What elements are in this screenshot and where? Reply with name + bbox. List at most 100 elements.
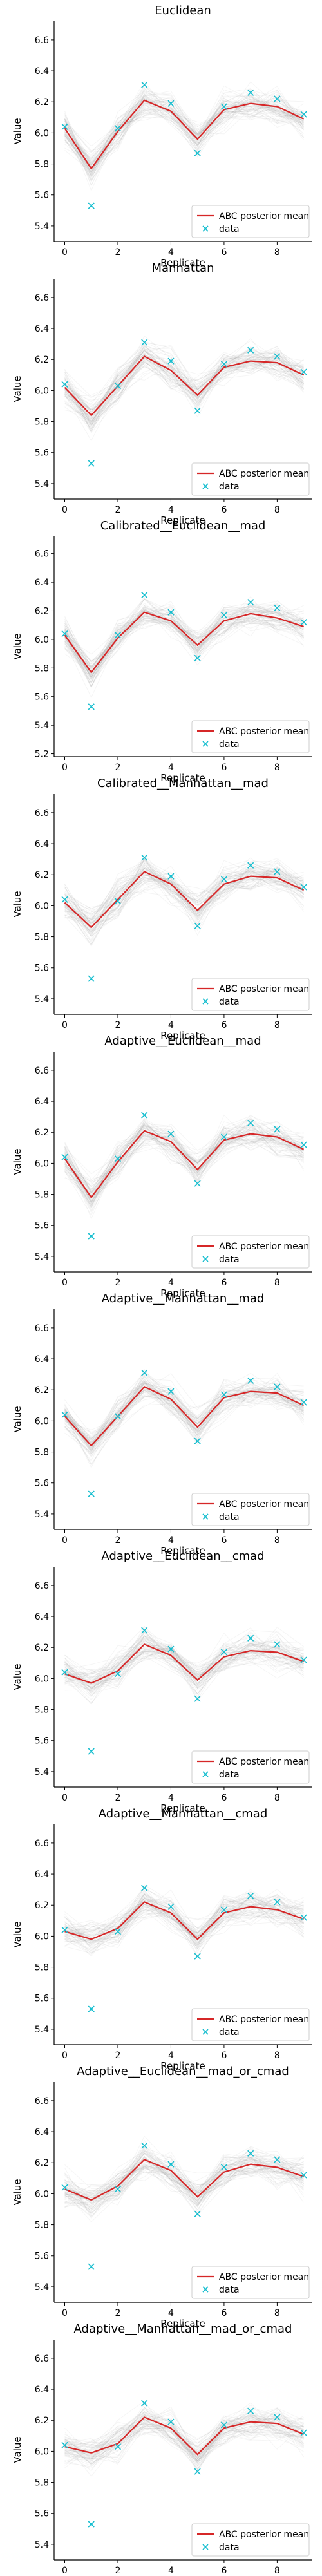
data-point xyxy=(247,862,254,869)
posterior-sample-line xyxy=(64,607,304,668)
posterior-sample-line xyxy=(64,1383,304,1455)
data-point-stroke xyxy=(88,2263,95,2270)
x-axis-label: Replicate xyxy=(160,1287,205,1299)
posterior-sample-line xyxy=(64,2417,304,2448)
y-tick-label: 6.2 xyxy=(35,2416,49,2426)
data-point-stroke xyxy=(274,95,281,102)
posterior-sample-line xyxy=(64,1379,304,1442)
posterior-sample-line xyxy=(64,2152,304,2207)
x-tick-label: 8 xyxy=(274,247,280,258)
posterior-sample-line xyxy=(64,1371,304,1444)
posterior-sample-line xyxy=(64,350,305,425)
data-point-stroke xyxy=(300,1656,307,1663)
posterior-sample-line xyxy=(64,605,304,674)
data-point-stroke xyxy=(194,1180,201,1187)
data-point xyxy=(88,2263,95,2270)
legend-label: data xyxy=(219,997,240,1007)
data-point xyxy=(114,125,122,132)
posterior-sample-line xyxy=(64,2150,304,2202)
posterior-sample-line xyxy=(64,2421,304,2465)
posterior-sample-line xyxy=(64,872,304,922)
posterior-sample-line xyxy=(64,2163,304,2195)
data-point-stroke xyxy=(247,1634,254,1642)
y-tick-label: 6.6 xyxy=(35,1839,49,1849)
posterior-sample-line xyxy=(64,357,304,411)
data-point-stroke xyxy=(220,2421,227,2429)
posterior-sample-line xyxy=(64,88,304,160)
posterior-sample-line xyxy=(64,2156,304,2199)
data-point-stroke xyxy=(88,1490,95,1497)
posterior-sample-line xyxy=(64,867,304,945)
posterior-sample-line xyxy=(64,859,304,937)
posterior-sample-line xyxy=(64,1899,304,1946)
posterior-sample-line xyxy=(64,1126,304,1190)
posterior-sample-line xyxy=(64,352,304,421)
data-point-stroke xyxy=(247,89,254,96)
data-point xyxy=(300,368,307,375)
legend-label: ABC posterior mean xyxy=(219,1242,309,1252)
data-point xyxy=(274,2156,281,2163)
posterior-sample-line xyxy=(64,619,304,671)
data-point-stroke xyxy=(141,591,148,599)
y-tick-label: 6.0 xyxy=(35,386,49,396)
y-tick-label: 5.8 xyxy=(35,663,49,674)
legend-label: ABC posterior mean xyxy=(219,1757,309,1767)
y-tick-label: 5.4 xyxy=(35,479,49,489)
posterior-sample-line xyxy=(64,1390,304,1456)
posterior-sample-line xyxy=(64,875,304,925)
posterior-sample-line xyxy=(64,1122,304,1189)
y-tick-label: 6.0 xyxy=(35,2447,49,2457)
posterior-sample-line xyxy=(64,2412,304,2465)
posterior-sample-line xyxy=(64,359,304,410)
posterior-sample-line xyxy=(64,349,304,433)
posterior-sample-line xyxy=(64,1631,304,1701)
posterior-sample-line xyxy=(64,1121,304,1202)
posterior-sample-line xyxy=(64,1645,304,1694)
posterior-sample-line xyxy=(64,1904,304,1953)
chart-panel-6: Adaptive__Manhattan__mad 5.4 5.6 5.8 6.0 6.2 6… xyxy=(12,1292,312,1557)
posterior-sample-line xyxy=(64,598,304,662)
y-tick-label: 5.8 xyxy=(35,1448,49,1458)
posterior-sample-line xyxy=(64,1390,304,1444)
posterior-sample-line xyxy=(64,1644,304,1683)
data-point xyxy=(141,1369,148,1376)
posterior-sample-line xyxy=(64,346,304,402)
legend: ABC posterior mean data xyxy=(191,1493,310,1526)
posterior-sample-line xyxy=(64,94,304,181)
posterior-sample-line xyxy=(64,357,304,408)
posterior-sample-line xyxy=(64,2418,304,2472)
x-tick-label: 2 xyxy=(115,247,121,258)
y-tick-label: 5.6 xyxy=(35,2509,49,2519)
posterior-sample-line xyxy=(64,1643,304,1692)
posterior-sample-line xyxy=(64,608,304,669)
data-point xyxy=(141,339,148,346)
chart-title: Adaptive__Manhattan__mad_or_cmad xyxy=(74,2322,292,2336)
posterior-sample-line xyxy=(64,2157,304,2208)
posterior-sample-line xyxy=(64,97,304,165)
data-point-stroke xyxy=(141,339,148,346)
data-point xyxy=(88,202,95,209)
posterior-sample-line xyxy=(64,603,304,674)
posterior-sample-line xyxy=(64,859,304,934)
posterior-sample-line xyxy=(64,608,304,663)
posterior-sample-line xyxy=(64,1627,304,1685)
posterior-sample-line xyxy=(64,1131,304,1195)
posterior-sample-line xyxy=(64,100,304,168)
posterior-sample-line xyxy=(64,1130,304,1198)
legend-box xyxy=(191,2266,310,2299)
posterior-sample-line xyxy=(64,1640,304,1685)
data-point-stroke xyxy=(194,922,201,929)
posterior-sample-line xyxy=(64,2157,304,2201)
data-point-stroke xyxy=(141,1627,148,1634)
y-tick-label: 5.4 xyxy=(35,994,49,1005)
posterior-sample-line xyxy=(64,1379,304,1441)
data-point xyxy=(274,2414,281,2421)
x-tick-label: 6 xyxy=(221,247,227,258)
data-point xyxy=(167,2161,175,2168)
posterior-sample-line xyxy=(64,1901,304,1943)
posterior-sample-line xyxy=(64,1649,304,1687)
posterior-sample-traces xyxy=(64,336,305,442)
posterior-sample-line xyxy=(64,2418,304,2457)
posterior-sample-line xyxy=(64,2407,304,2459)
posterior-sample-line xyxy=(64,2407,304,2456)
